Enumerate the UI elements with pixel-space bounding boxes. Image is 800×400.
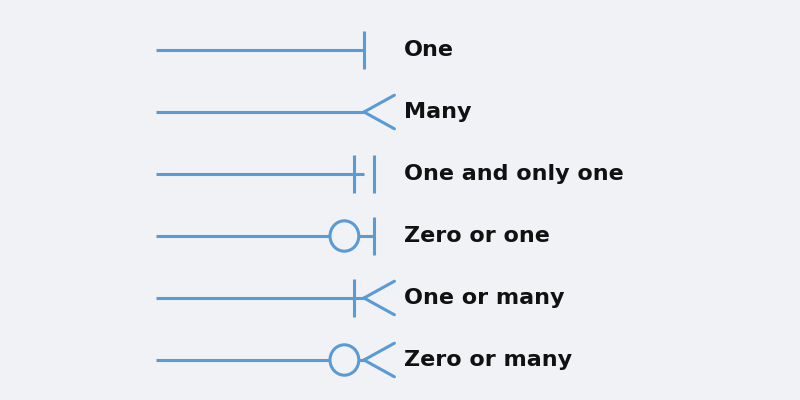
Text: Zero or one: Zero or one [404,226,550,246]
Text: One: One [404,40,454,60]
Text: One and only one: One and only one [404,164,624,184]
Text: One or many: One or many [404,288,565,308]
Text: Zero or many: Zero or many [404,350,572,370]
Text: Many: Many [404,102,471,122]
Ellipse shape [330,345,358,375]
Ellipse shape [330,221,358,251]
